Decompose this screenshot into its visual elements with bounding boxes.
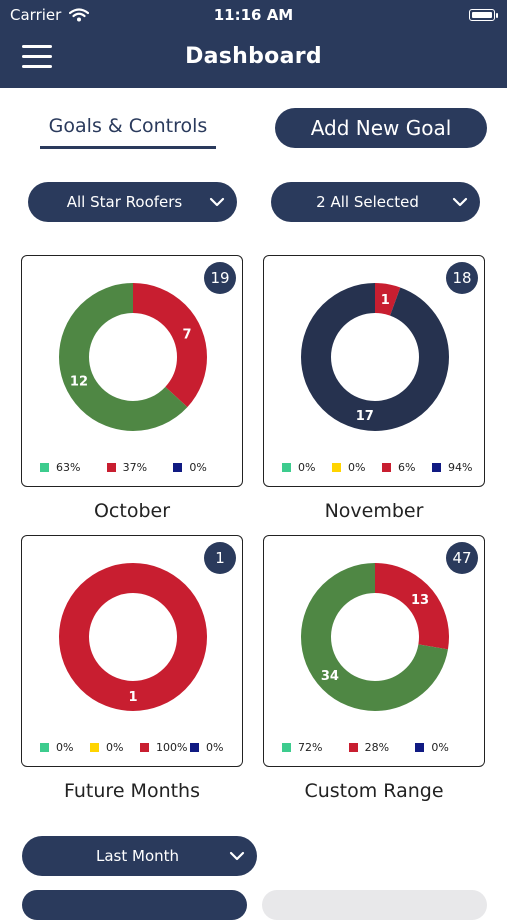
legend-item: 63% (40, 461, 80, 475)
legend-value: 0% (56, 741, 74, 754)
legend-swatch (432, 463, 441, 472)
selection-dropdown[interactable]: 2 All Selected (271, 182, 480, 222)
donut-slice (301, 283, 449, 431)
slice-label: 1 (128, 690, 137, 705)
bottom-secondary-button[interactable] (262, 890, 487, 920)
slice-label: 17 (356, 409, 374, 424)
status-bar: Carrier 11:16 AM (0, 0, 507, 30)
chart-legend: 0% 0% 100% 0% (22, 741, 242, 755)
legend-swatch (40, 743, 49, 752)
donut-chart: 1 (59, 563, 207, 711)
tab-goals-controls[interactable]: Goals & Controls (40, 115, 216, 149)
legend-swatch (348, 743, 358, 752)
legend-swatch (282, 743, 291, 752)
legend-value: 72% (298, 741, 323, 754)
legend-item: 0% (415, 741, 449, 755)
slice-label: 12 (70, 375, 88, 390)
legend-item: 0% (282, 461, 315, 475)
legend-swatch (106, 463, 116, 472)
card-label-november: November (324, 500, 424, 522)
goal-card-november[interactable]: 18 1 17 0% 0% 6% 94% (263, 255, 485, 487)
legend-swatch (173, 463, 183, 472)
donut-chart: 1 17 (301, 283, 449, 431)
legend-value: 0% (348, 461, 366, 474)
total-badge: 19 (204, 262, 236, 294)
slice-label: 7 (183, 327, 192, 342)
slice-label: 13 (411, 593, 429, 608)
status-time: 11:16 AM (213, 6, 294, 24)
legend-swatch (140, 743, 149, 752)
goal-card-custom-range[interactable]: 47 13 34 72% 28% 0% (263, 535, 485, 767)
carrier-name: Carrier (10, 6, 62, 24)
card-label-october: October (93, 500, 171, 522)
chart-legend: 72% 28% 0% (264, 741, 484, 755)
legend-swatch (415, 743, 425, 752)
hamburger-menu-icon[interactable] (22, 45, 54, 69)
period-dropdown[interactable]: Last Month (22, 836, 257, 876)
legend-swatch (90, 743, 99, 752)
bottom-action-button[interactable] (22, 890, 247, 920)
legend-swatch (190, 743, 199, 752)
legend-item: 0% (332, 461, 365, 475)
chevron-down-icon (229, 851, 245, 861)
legend-item: 72% (282, 741, 322, 755)
legend-item: 6% (382, 461, 415, 475)
legend-value: 6% (398, 461, 416, 474)
legend-swatch (332, 463, 341, 472)
legend-item: 28% (348, 741, 390, 755)
slice-label: 1 (381, 293, 390, 308)
total-badge: 1 (204, 542, 236, 574)
period-dropdown-value: Last Month (95, 847, 180, 865)
legend-item: 0% (190, 741, 223, 755)
donut-slice (59, 563, 207, 711)
donut-chart: 13 34 (301, 563, 449, 711)
battery-icon (469, 9, 498, 21)
chart-legend: 63% 37% 0% (22, 461, 242, 475)
legend-item: 0% (90, 741, 123, 755)
wifi-icon (69, 8, 89, 22)
legend-swatch (282, 463, 291, 472)
goal-card-future-months[interactable]: 1 1 0% 0% 100% 0% (21, 535, 243, 767)
selection-dropdown-value: 2 All Selected (316, 193, 419, 211)
legend-item: 0% (40, 741, 73, 755)
chart-legend: 0% 0% 6% 94% (264, 461, 484, 475)
chevron-down-icon (452, 197, 468, 207)
slice-label: 34 (321, 669, 339, 684)
legend-item: 0% (173, 461, 207, 475)
legend-value: 0% (189, 461, 207, 474)
legend-value: 63% (56, 461, 81, 474)
card-label-custom-range: Custom Range (304, 780, 444, 802)
legend-value: 37% (122, 461, 148, 474)
legend-value: 0% (431, 741, 449, 754)
goal-card-october[interactable]: 19 7 12 63% 37% 0% (21, 255, 243, 487)
page-title: Dashboard (185, 44, 322, 69)
roofers-dropdown-value: All Star Roofers (66, 193, 183, 211)
card-label-future-months: Future Months (64, 780, 200, 802)
legend-item: 100% (140, 741, 187, 755)
legend-value: 100% (156, 741, 188, 754)
donut-chart: 7 12 (59, 283, 207, 431)
legend-swatch (382, 463, 391, 472)
add-new-goal-button[interactable]: Add New Goal (275, 108, 487, 148)
total-badge: 18 (446, 262, 478, 294)
app-header: Carrier 11:16 AM Dashboard (0, 0, 507, 88)
legend-item: 94% (432, 461, 472, 475)
legend-value: 28% (364, 741, 390, 754)
chevron-down-icon (209, 197, 225, 207)
legend-swatch (40, 463, 49, 472)
legend-value: 94% (448, 461, 473, 474)
donut-slice (301, 563, 449, 711)
legend-item: 37% (106, 461, 148, 475)
active-tab-indicator (40, 146, 216, 149)
legend-value: 0% (298, 461, 316, 474)
total-badge: 47 (446, 542, 478, 574)
tab-goals-controls-label: Goals & Controls (48, 115, 208, 137)
roofers-dropdown[interactable]: All Star Roofers (28, 182, 237, 222)
legend-value: 0% (106, 741, 124, 754)
donut-slice (59, 283, 207, 431)
legend-value: 0% (206, 741, 224, 754)
